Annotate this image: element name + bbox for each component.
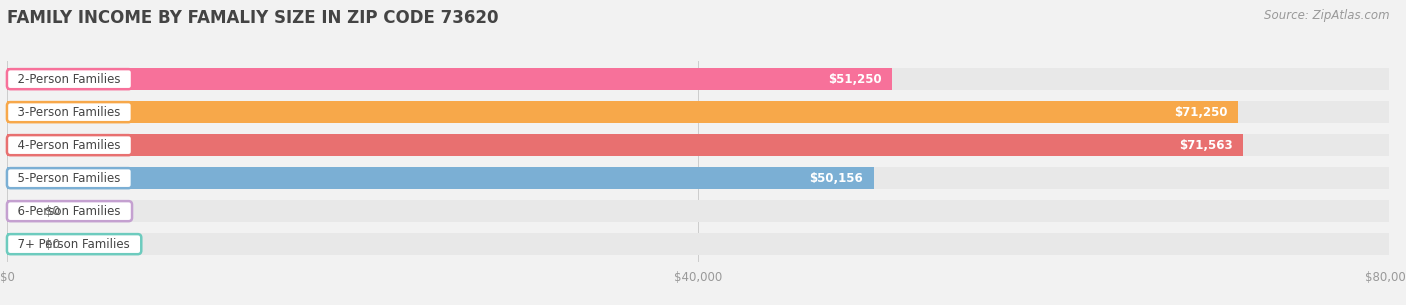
Text: 5-Person Families: 5-Person Families <box>10 172 128 185</box>
Text: $0: $0 <box>45 205 60 218</box>
Text: 7+ Person Families: 7+ Person Families <box>10 238 138 251</box>
Bar <box>7 102 1237 123</box>
Text: $71,250: $71,250 <box>1174 106 1227 119</box>
Bar <box>7 200 1389 222</box>
Text: 6-Person Families: 6-Person Families <box>10 205 128 218</box>
Text: 4-Person Families: 4-Person Families <box>10 139 128 152</box>
Bar <box>7 68 1389 90</box>
Text: $50,156: $50,156 <box>810 172 863 185</box>
Bar <box>7 233 1389 255</box>
Bar <box>7 167 1389 189</box>
Bar <box>7 68 893 90</box>
Bar <box>7 135 1389 156</box>
Text: 2-Person Families: 2-Person Families <box>10 73 128 86</box>
Text: $0: $0 <box>45 238 60 251</box>
Bar <box>7 167 873 189</box>
Bar <box>7 102 1389 123</box>
Text: 3-Person Families: 3-Person Families <box>10 106 128 119</box>
Text: $71,563: $71,563 <box>1180 139 1233 152</box>
Text: FAMILY INCOME BY FAMALIY SIZE IN ZIP CODE 73620: FAMILY INCOME BY FAMALIY SIZE IN ZIP COD… <box>7 9 499 27</box>
Bar <box>7 200 21 222</box>
Bar <box>7 135 1243 156</box>
Text: Source: ZipAtlas.com: Source: ZipAtlas.com <box>1264 9 1389 22</box>
Text: $51,250: $51,250 <box>828 73 882 86</box>
Bar <box>7 233 21 255</box>
